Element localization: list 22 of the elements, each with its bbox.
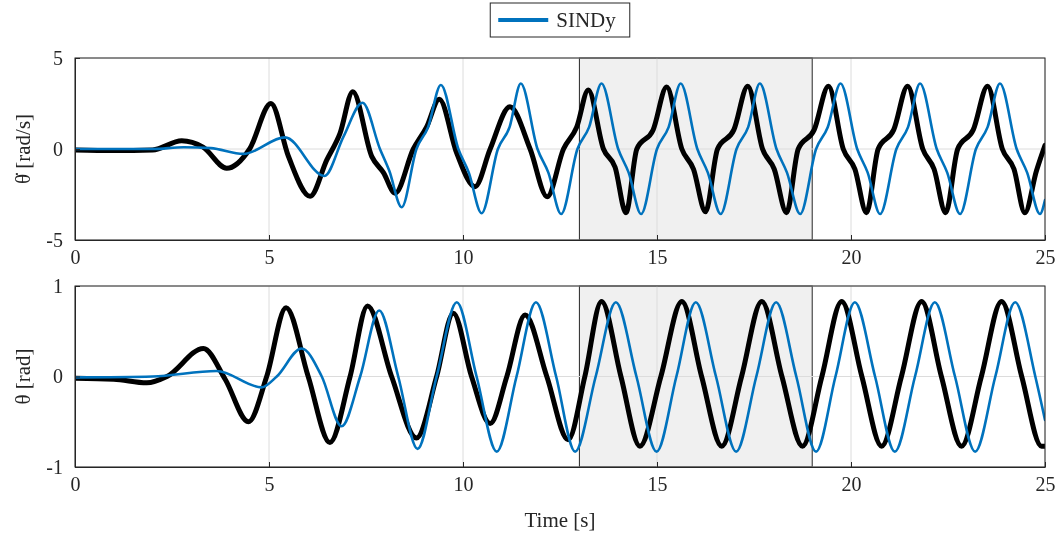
x-axis-title: Time [s]: [524, 508, 596, 532]
x-tick-label: 20: [841, 246, 862, 269]
y-tick-label: 5: [53, 46, 63, 69]
y-tick-label: -1: [46, 455, 63, 478]
x-tick-label: 20: [841, 473, 862, 496]
y-tick-label: -5: [46, 228, 63, 251]
x-tick-label: 10: [453, 473, 474, 496]
x-tick-label: 10: [453, 246, 474, 269]
y-tick-label: 1: [53, 274, 63, 297]
legend-label: SINDy: [556, 8, 617, 32]
x-tick-label: 15: [647, 246, 668, 269]
x-tick-label: 0: [70, 473, 81, 496]
y-axis-title: θ̇ [rad/s]: [11, 113, 35, 185]
y-axis-title: θ [rad]: [11, 348, 35, 405]
x-tick-label: 25: [1035, 473, 1056, 496]
y-tick-label: 0: [53, 137, 63, 160]
x-tick-label: 15: [647, 473, 668, 496]
y-tick-label: 0: [53, 365, 63, 388]
x-tick-label: 5: [264, 246, 275, 269]
x-tick-label: 5: [264, 473, 275, 496]
x-tick-label: 0: [70, 246, 81, 269]
x-tick-label: 25: [1035, 246, 1056, 269]
